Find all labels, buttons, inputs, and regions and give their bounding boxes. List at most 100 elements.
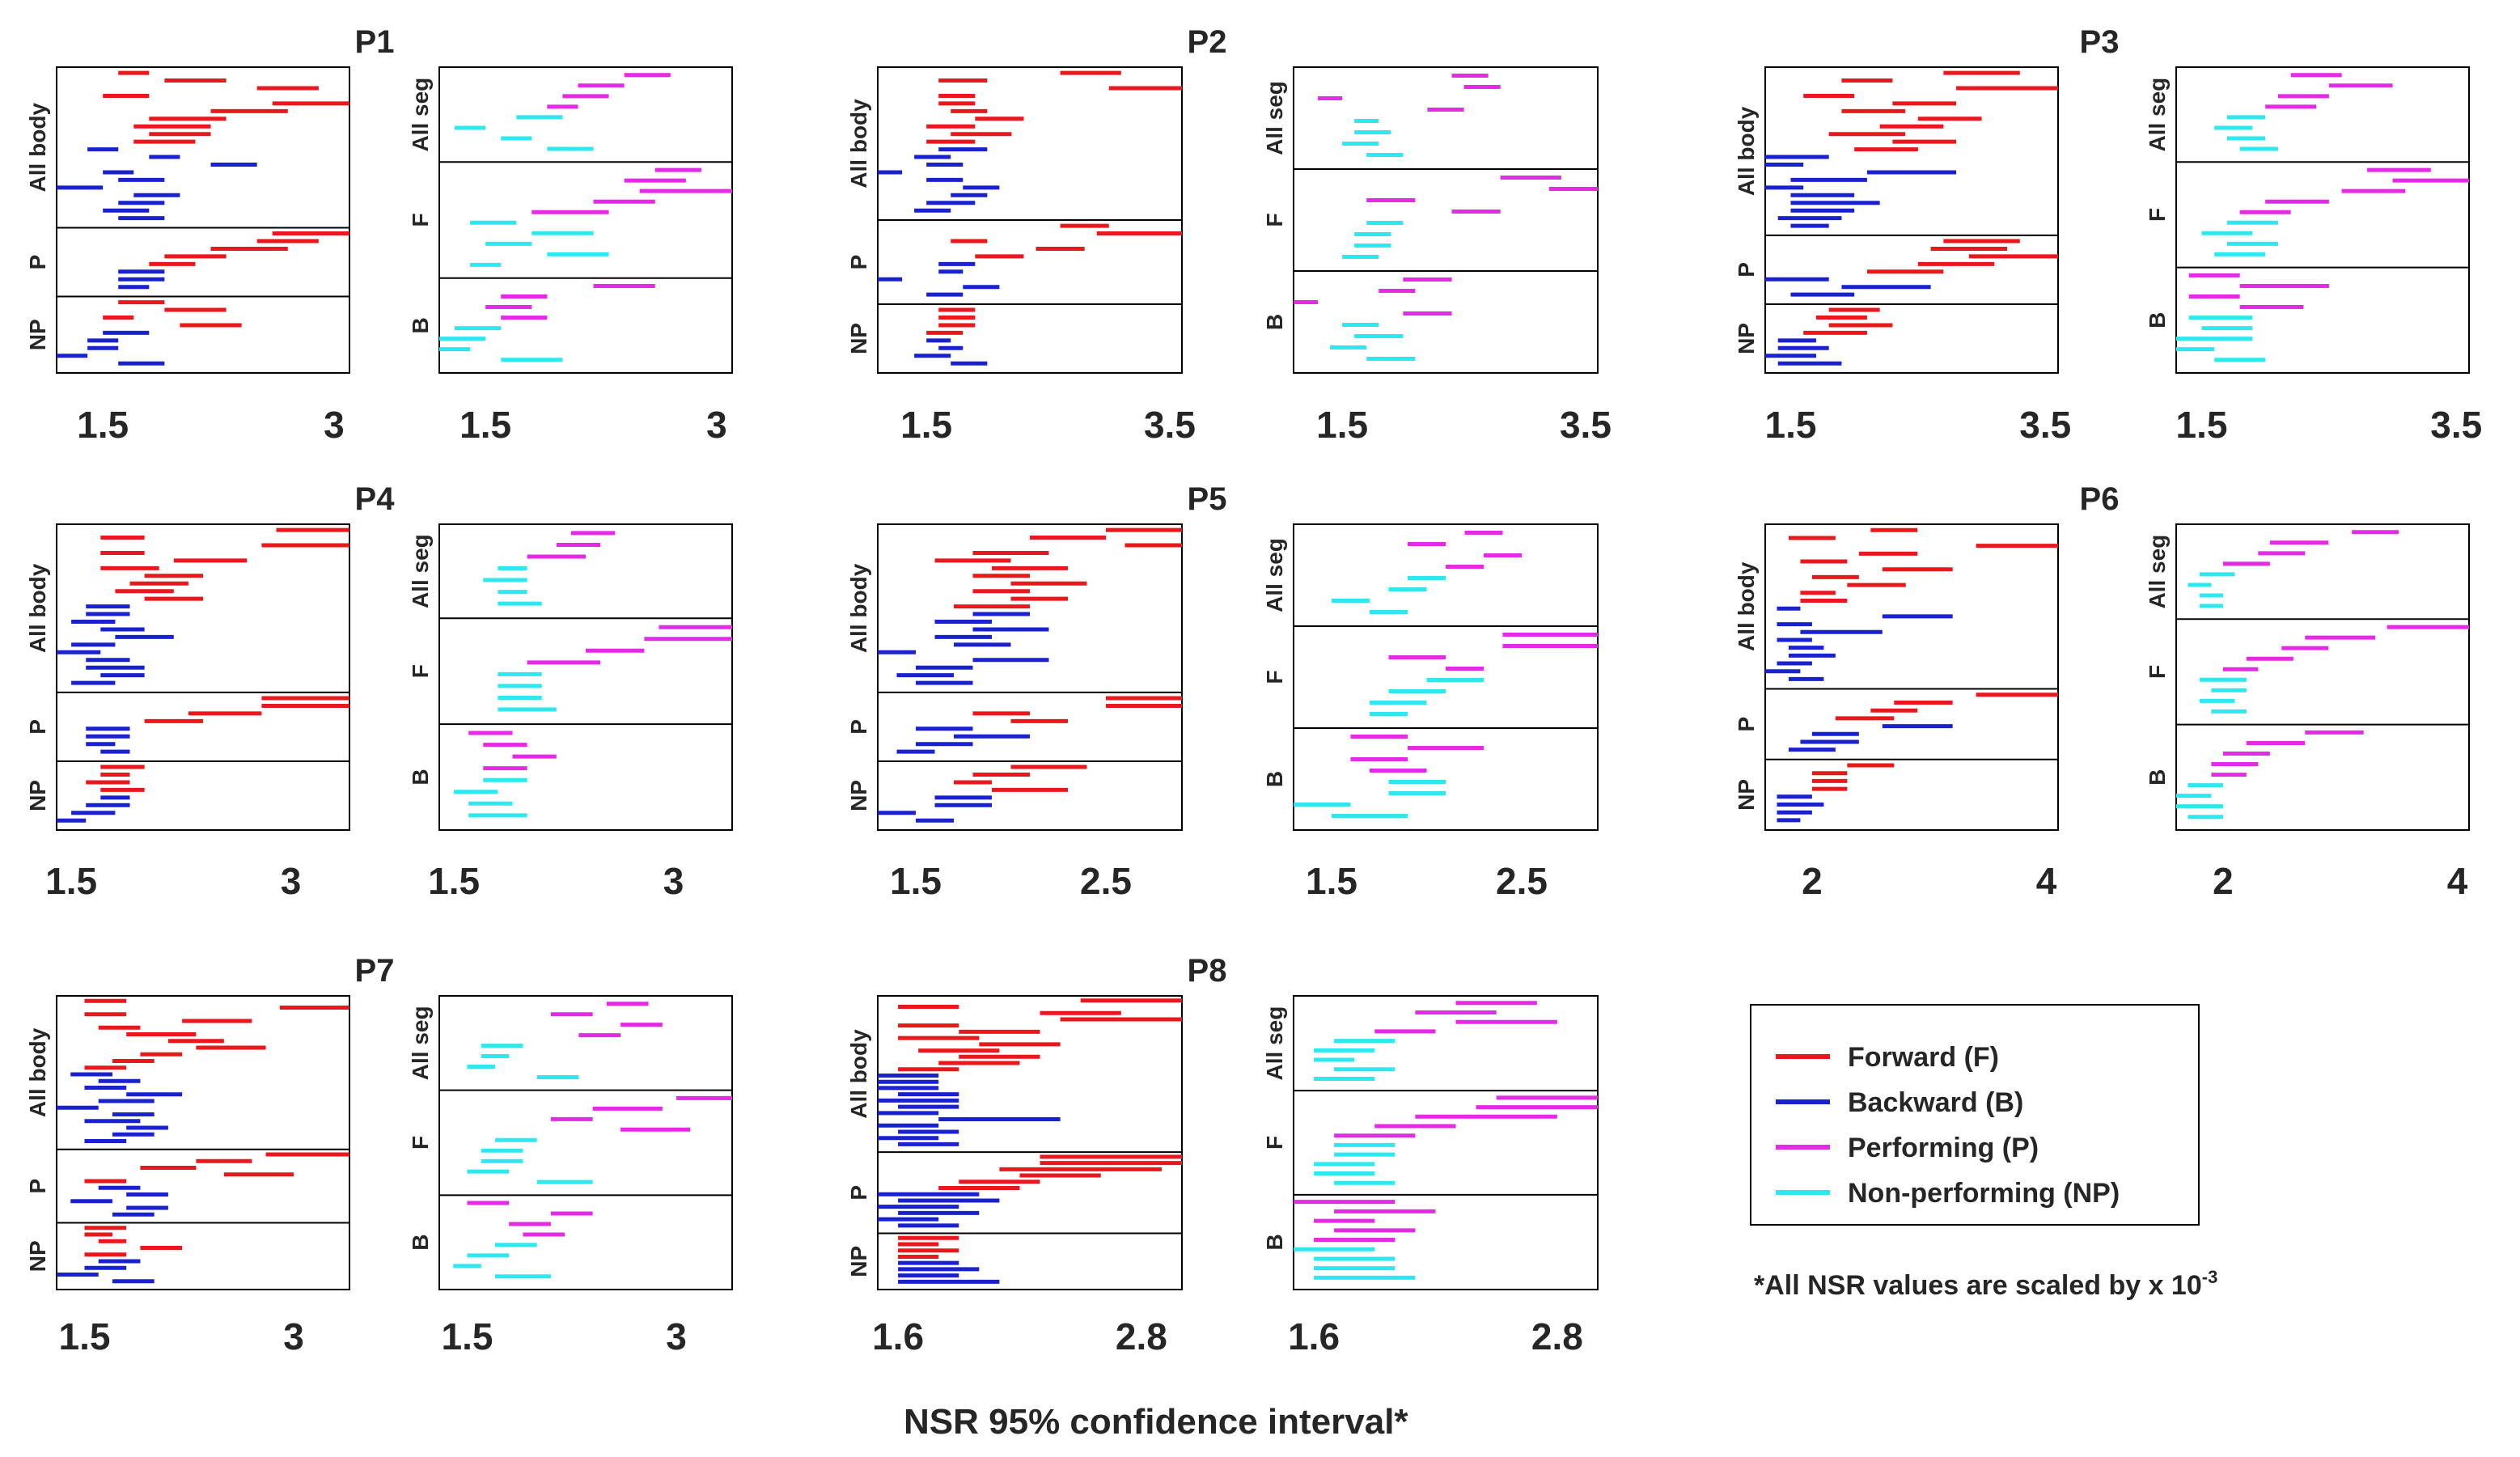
p6-right-tick-label: 4: [2447, 860, 2468, 902]
p4-left-axes: [56, 523, 350, 831]
p8-left-tick-label: 1.6: [872, 1315, 924, 1357]
p4-left-group-label: P: [25, 719, 50, 735]
legend-box: [1750, 1004, 2200, 1226]
p6-left-tick-label: 4: [2036, 860, 2057, 902]
p2-left-group-label: P: [846, 255, 871, 270]
p6-right-axes: [2175, 523, 2470, 831]
p2-right-group-label: B: [1262, 314, 1287, 330]
p8-right-tick-label: 2.8: [1531, 1315, 1583, 1357]
p4-right-axes: [438, 523, 733, 831]
p5-left-tick-label: 1.5: [890, 860, 942, 902]
legend-label-b: Backward (B): [1848, 1087, 2023, 1118]
p4-right-tick-label: 3: [663, 860, 684, 902]
p6-right-tick-label: 2: [2213, 860, 2234, 902]
p3-left-group-label: All body: [1734, 106, 1759, 196]
p7-right-tick-label: 1.5: [441, 1315, 493, 1357]
p3-left-tick-label: 1.5: [1765, 404, 1817, 446]
panel-title: P4: [355, 481, 396, 517]
p5-left-tick-label: 2.5: [1080, 860, 1132, 902]
p1-right-axes: [438, 66, 733, 374]
p1-left-group-label: NP: [25, 319, 50, 350]
p5-left-axes: [877, 523, 1183, 831]
p2-right-tick-label: 1.5: [1316, 404, 1368, 446]
panel-p8: P8 All body P NP 1.6 2.8 All seg F B 1.6 2.8: [846, 953, 1599, 1357]
p7-right-group-label: B: [408, 1235, 433, 1251]
p4-left-group-label: NP: [25, 780, 50, 811]
p7-right-tick-label: 3: [666, 1315, 687, 1357]
p4-right-group-label: B: [408, 769, 433, 785]
panel-title: P3: [2080, 24, 2120, 60]
panel-p5: P5 All body P NP 1.5 2.5 All seg F B 1.5 2.5: [846, 481, 1599, 902]
p4-right-group-label: F: [408, 664, 433, 678]
panel-title: P1: [355, 24, 395, 60]
panel-p4: P4 All body P NP 1.5 3 All seg F B 1.5 3: [25, 481, 733, 902]
p8-left-tick-label: 2.8: [1116, 1315, 1167, 1357]
p6-right-group-label: F: [2145, 665, 2170, 679]
p8-right-tick-label: 1.6: [1288, 1315, 1340, 1357]
p4-left-tick-label: 1.5: [45, 860, 97, 902]
p1-left-tick-label: 1.5: [77, 404, 129, 446]
legend: Forward (F) Backward (B) Performing (P) Non…: [1750, 1004, 2200, 1226]
p5-right-tick-label: 1.5: [1306, 860, 1357, 902]
p2-left-tick-label: 1.5: [900, 404, 952, 446]
scale-note: *All NSR values are scaled by x 10-3: [1754, 1267, 2217, 1301]
p1-right-group-label: All seg: [408, 78, 433, 152]
p8-left-group-label: P: [846, 1185, 871, 1201]
p8-right-axes: [1293, 995, 1599, 1290]
p6-left-tick-label: 2: [1802, 860, 1823, 902]
p2-right-group-label: All seg: [1262, 81, 1287, 155]
p5-right-tick-label: 2.5: [1496, 860, 1548, 902]
p1-right-group-label: F: [408, 213, 433, 227]
p7-right-axes: [438, 995, 733, 1290]
panel-title: P7: [355, 953, 395, 989]
panel-p1: P1 All body P NP 1.5 3 All seg F B 1.5 3: [25, 24, 733, 446]
p6-left-group-label: All body: [1734, 561, 1759, 651]
p7-right-group-label: All seg: [408, 1006, 433, 1080]
panel-title: P8: [1188, 953, 1227, 989]
legend-label-np: Non-performing (NP): [1848, 1178, 2120, 1209]
p7-left-group-label: P: [25, 1179, 50, 1194]
p3-right-group-label: B: [2145, 312, 2170, 328]
p3-left-axes: [1764, 66, 2059, 374]
p3-right-tick-label: 3.5: [2430, 404, 2482, 446]
p8-left-group-label: NP: [846, 1246, 871, 1277]
legend-label-p: Performing (P): [1848, 1133, 2039, 1163]
p7-left-tick-label: 3: [283, 1315, 304, 1357]
p1-right-tick-label: 1.5: [460, 404, 511, 446]
p7-right-group-label: F: [408, 1136, 433, 1150]
panel-title: P5: [1188, 481, 1227, 517]
legend-label-f: Forward (F): [1848, 1042, 1999, 1073]
panel-p3: P3 All body P NP 1.5 3.5 All seg F B 1.5 3.5: [1734, 24, 2482, 446]
panel-p7: P7 All body P NP 1.5 3 All seg F B 1.5 3: [25, 953, 733, 1357]
p1-left-group-label: P: [25, 255, 50, 270]
p8-right-group-label: All seg: [1262, 1006, 1287, 1081]
p7-left-group-label: NP: [25, 1240, 50, 1272]
p8-right-group-label: B: [1262, 1234, 1287, 1250]
p1-left-group-label: All body: [25, 103, 50, 193]
panel-p2: P2 All body P NP 1.5 3.5 All seg F B 1.5 3.5: [846, 24, 1612, 446]
p3-right-group-label: All seg: [2145, 78, 2170, 152]
panel-title: P2: [1188, 24, 1227, 60]
p3-right-axes: [2175, 66, 2470, 374]
p7-left-group-label: All body: [25, 1027, 50, 1117]
p3-left-group-label: NP: [1734, 323, 1759, 354]
p6-left-group-label: NP: [1734, 779, 1759, 811]
p1-left-axes: [56, 66, 350, 374]
p5-right-group-label: B: [1262, 771, 1287, 787]
p3-left-group-label: P: [1734, 262, 1759, 277]
p4-left-group-label: All body: [25, 563, 50, 653]
p2-left-group-label: All body: [846, 99, 871, 188]
p6-left-axes: [1764, 523, 2059, 831]
panel-title: P6: [2080, 481, 2120, 517]
p2-right-tick-label: 3.5: [1560, 404, 1612, 446]
x-axis-title: NSR 95% confidence interval*: [904, 1402, 1408, 1442]
p8-left-group-label: All body: [846, 1029, 871, 1119]
p3-left-tick-label: 3.5: [2019, 404, 2071, 446]
p3-right-tick-label: 1.5: [2176, 404, 2228, 446]
p1-left-tick-label: 3: [324, 404, 345, 446]
p6-left-group-label: P: [1734, 717, 1759, 732]
p1-right-tick-label: 3: [706, 404, 727, 446]
p2-left-tick-label: 3.5: [1144, 404, 1196, 446]
